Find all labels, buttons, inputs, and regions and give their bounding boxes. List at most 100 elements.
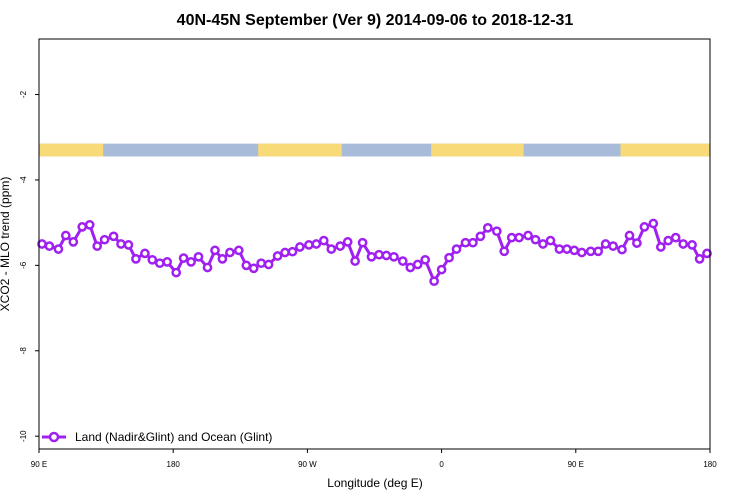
data-point [225, 247, 235, 258]
data-point [608, 241, 618, 251]
data-point [506, 232, 517, 243]
data-point [350, 256, 360, 266]
data-point [311, 239, 322, 249]
data-point [92, 241, 103, 251]
x-tick-label: 180 [167, 460, 181, 469]
data-point [186, 257, 196, 267]
ocean-band [39, 143, 710, 157]
data-point [694, 254, 705, 264]
data-point [624, 230, 635, 241]
data-point [468, 237, 478, 248]
x-tick-label: 90 W [298, 460, 317, 469]
data-point [569, 245, 580, 256]
data-point [460, 237, 471, 248]
data-point [326, 244, 337, 254]
data-point [562, 244, 572, 254]
data-point [357, 237, 368, 248]
data-point [530, 234, 541, 245]
data-point [576, 247, 587, 258]
data-point [639, 222, 650, 232]
data-point [60, 230, 71, 241]
data-point [475, 231, 486, 242]
data-point [202, 262, 213, 273]
data-point [335, 241, 346, 251]
data-point [523, 230, 533, 241]
data-point [342, 237, 353, 247]
data-point [287, 246, 298, 257]
data-point [53, 244, 64, 254]
y-tick-label: -8 [19, 347, 28, 355]
data-point [147, 254, 158, 265]
land-segment [620, 143, 710, 157]
plot-frame [38, 38, 711, 450]
x-axis-label: Longitude (deg E) [327, 476, 422, 490]
data-point [702, 248, 712, 259]
legend-marker-swatch [48, 431, 60, 443]
data-point [491, 226, 502, 237]
data-point [44, 241, 55, 251]
data-point [108, 231, 119, 242]
y-tick-label: -2 [19, 90, 28, 98]
data-point [405, 262, 416, 273]
data-series [37, 218, 712, 287]
land-segment [39, 143, 104, 157]
data-point [482, 222, 493, 233]
data-point [538, 239, 548, 249]
data-point [272, 251, 283, 261]
data-point [381, 250, 392, 261]
data-point [687, 240, 697, 250]
x-tick-label: 90 E [568, 460, 584, 469]
data-point [389, 251, 399, 262]
data-point [444, 252, 454, 263]
land-segment [431, 143, 524, 157]
chart-title: 40N-45N September (Ver 9) 2014-09-06 to … [177, 12, 574, 29]
y-tick-label: -10 [19, 430, 28, 442]
data-point [116, 239, 126, 249]
y-tick-label: -6 [19, 261, 28, 269]
data-point [374, 249, 384, 260]
data-point [499, 246, 510, 257]
x-tick-label: 180 [703, 460, 717, 469]
data-point [429, 276, 439, 287]
y-axis-label: XCO2 - MLO trend (ppm) [0, 177, 12, 312]
data-point [678, 239, 689, 249]
data-point [655, 242, 666, 252]
data-point [451, 244, 462, 254]
data-point [295, 242, 305, 252]
data-point [514, 232, 524, 243]
y-tick-label: -4 [19, 176, 28, 184]
data-point [304, 240, 314, 250]
land-ocean-strip [39, 143, 710, 157]
data-point [632, 238, 642, 248]
data-point [600, 239, 611, 249]
data-point [670, 232, 681, 243]
data-point [663, 235, 674, 246]
data-point [648, 218, 659, 229]
data-point [593, 246, 604, 257]
data-point [68, 237, 79, 247]
data-point [210, 245, 220, 256]
data-point [178, 253, 189, 263]
data-point [84, 219, 95, 230]
data-point [263, 259, 274, 270]
data-point [436, 264, 447, 275]
data-point [193, 251, 204, 262]
data-point [420, 254, 431, 265]
data-point [585, 246, 596, 257]
data-point [162, 257, 173, 267]
data-point [77, 222, 88, 232]
data-point [123, 240, 134, 250]
data-point [131, 254, 141, 264]
data-point [366, 251, 377, 262]
data-point [318, 235, 329, 246]
data-point [154, 258, 165, 269]
data-point [140, 248, 150, 259]
data-point [412, 259, 423, 270]
axis-ticks: 90 E 180 90 W 0 90 E 180 -2 -4 -6 -8 -10 [19, 90, 717, 469]
land-segment [258, 143, 342, 157]
data-point [554, 244, 565, 254]
data-point [545, 235, 556, 246]
data-point [280, 247, 290, 258]
data-point [99, 234, 110, 245]
